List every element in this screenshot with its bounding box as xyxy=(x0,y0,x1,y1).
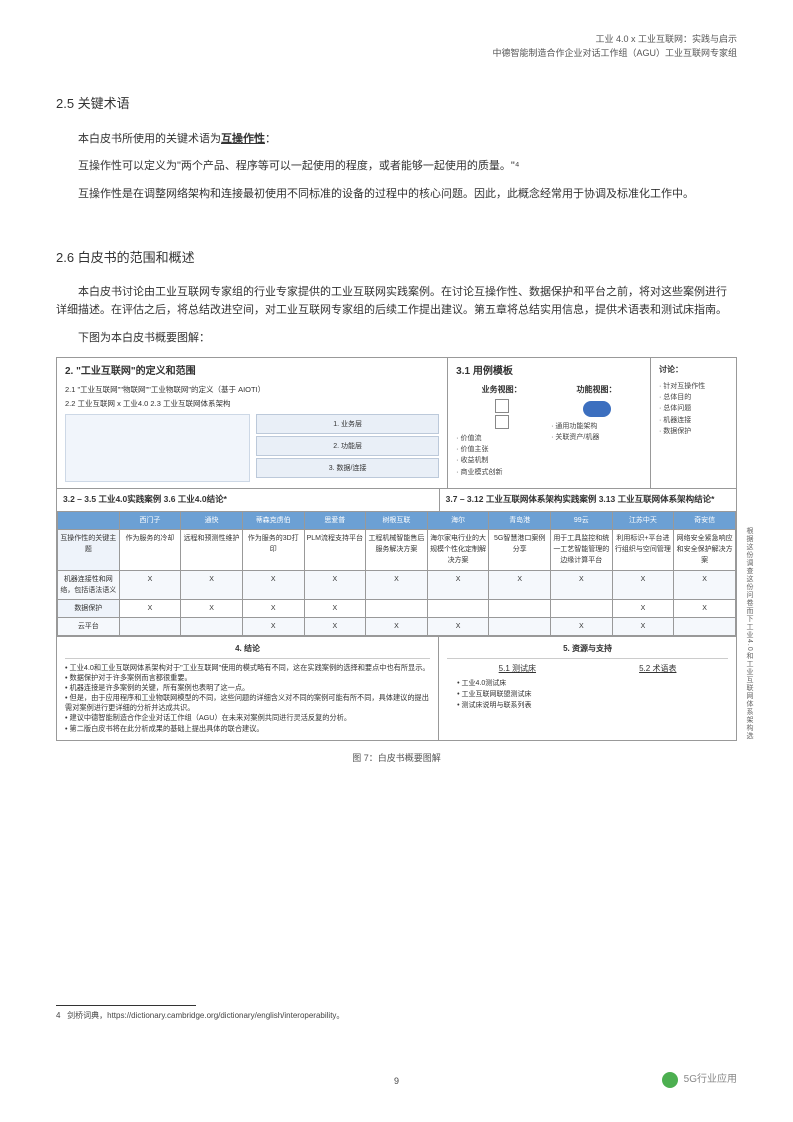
cloud-icon xyxy=(583,401,611,417)
header-line1: 工业 4.0 x 工业互联网：实践与启示 xyxy=(492,32,737,46)
footnote-4: 4 剑桥词典，https://dictionary.cambridge.org/… xyxy=(56,1010,737,1023)
function-list: 通用功能架构 关联资产/机器 xyxy=(551,421,642,443)
section-26-p2: 下图为本白皮书概要图解： xyxy=(56,330,737,348)
resources-panel: 5. 资源与支持 5.1 测试床 工业4.0测试床工业互联网联盟测试床测试床说明… xyxy=(439,637,736,739)
overview-diagram: 2. "工业互联网"的定义和范围 2.1 "工业互联网""物联网""工业物联网"… xyxy=(56,357,737,740)
section-26-heading: 2.6 白皮书的范围和概述 xyxy=(56,248,737,269)
left-graphic-box xyxy=(65,414,250,482)
panel-2-definition: 2. "工业互联网"的定义和范围 2.1 "工业互联网""物联网""工业物联网"… xyxy=(57,358,448,488)
panel-3-template: 3.1 用例模板 业务视图： 价值流 价值主张 收益机制 商业模式创新 xyxy=(448,358,651,488)
discuss-list: 针对互操作性 总体目的 总体问题 机器连接 数据保护 xyxy=(659,381,728,437)
section-25-p1: 本白皮书所使用的关键术语为互操作性： xyxy=(56,131,737,149)
conclusions-panel: 4. 结论 工业4.0和工业互联网体系架构对于"工业互联网"使用的模式略有不同，… xyxy=(57,637,439,739)
section-25-heading: 2.5 关键术语 xyxy=(56,94,737,115)
layer-2: 2. 功能层 xyxy=(256,436,439,456)
layer-1: 1. 业务层 xyxy=(256,414,439,434)
page-header: 工业 4.0 x 工业互联网：实践与启示 中德智能制造合作企业对话工作组（AGU… xyxy=(492,32,737,61)
case-matrix-table: 西门子通快蒂森克虏伯思爱普树根互联海尔青岛港99云江苏中天奇安信 互操作性的关键… xyxy=(57,511,736,637)
case-band: 3.2 – 3.5 工业4.0实践案例 3.6 工业4.0结论* 3.7 – 3… xyxy=(57,489,736,511)
figure-caption: 图 7：白皮书概要图解 xyxy=(56,751,737,765)
wechat-icon xyxy=(662,1072,678,1088)
layer-3: 3. 数据/连接 xyxy=(256,458,439,478)
layer-stack: 1. 业务层 2. 功能层 3. 数据/连接 xyxy=(256,414,439,482)
header-line2: 中德智能制造合作企业对话工作组（AGU）工业互联网专家组 xyxy=(492,46,737,60)
section-25-p3: 互操作性是在调整网络架构和连接最初使用不同标准的设备的过程中的核心问题。因此，此… xyxy=(56,186,737,204)
watermark: 5G行业应用 xyxy=(662,1072,737,1088)
box-icon xyxy=(495,415,509,429)
footnote-divider xyxy=(56,1005,196,1006)
section-26-p1: 本白皮书讨论由工业互联网专家组的行业专家提供的工业互联网实践案例。在讨论互操作性… xyxy=(56,284,737,319)
side-vertical-text: 根据这份调查这份问卷而下工业4.0和工业互联网体系架构选 xyxy=(744,527,755,740)
panel-discuss: 讨论： 针对互操作性 总体目的 总体问题 机器连接 数据保护 xyxy=(651,358,736,488)
business-list: 价值流 价值主张 收益机制 商业模式创新 xyxy=(456,433,547,478)
section-25-p2: 互操作性可以定义为"两个产品、程序等可以一起使用的程度，或者能够一起使用的质量。… xyxy=(56,158,737,176)
box-icon xyxy=(495,399,509,413)
